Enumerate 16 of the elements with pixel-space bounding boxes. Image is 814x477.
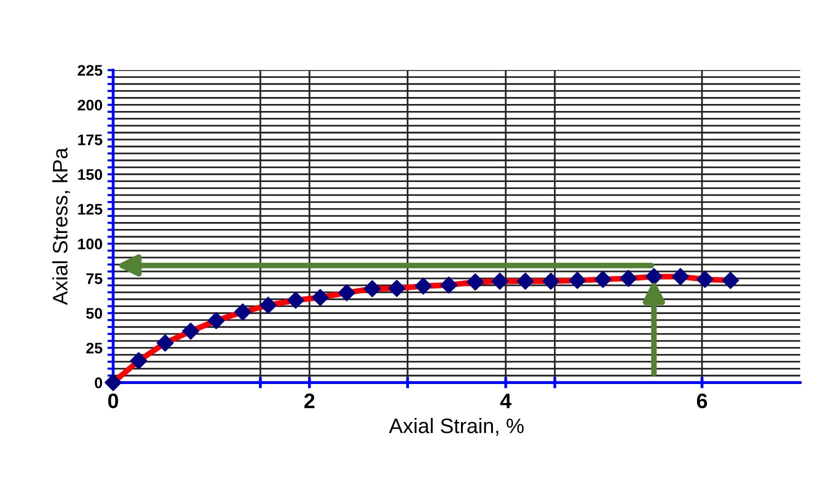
- x-axis-title: Axial Strain, %: [388, 418, 524, 436]
- x-tick-label: 0: [108, 394, 118, 408]
- y-tick-label: 225: [78, 64, 102, 76]
- y-tick-label: 125: [78, 204, 102, 215]
- y-axis-title: Axial Stress, kPa: [52, 148, 70, 306]
- y-tick-label: 100: [78, 238, 102, 250]
- x-tick-label: 6: [696, 394, 708, 408]
- y-tick-label: 50: [86, 308, 102, 319]
- y-tick-label: 25: [86, 342, 102, 354]
- y-tick-label: 0: [94, 377, 102, 388]
- x-tick-label: 4: [500, 394, 512, 408]
- y-tick-label: 175: [78, 134, 102, 146]
- y-tick-label: 75: [86, 273, 102, 284]
- x-tick-label: 2: [304, 394, 314, 408]
- y-tick-label: 150: [78, 169, 102, 180]
- y-tick-label: 200: [78, 100, 102, 111]
